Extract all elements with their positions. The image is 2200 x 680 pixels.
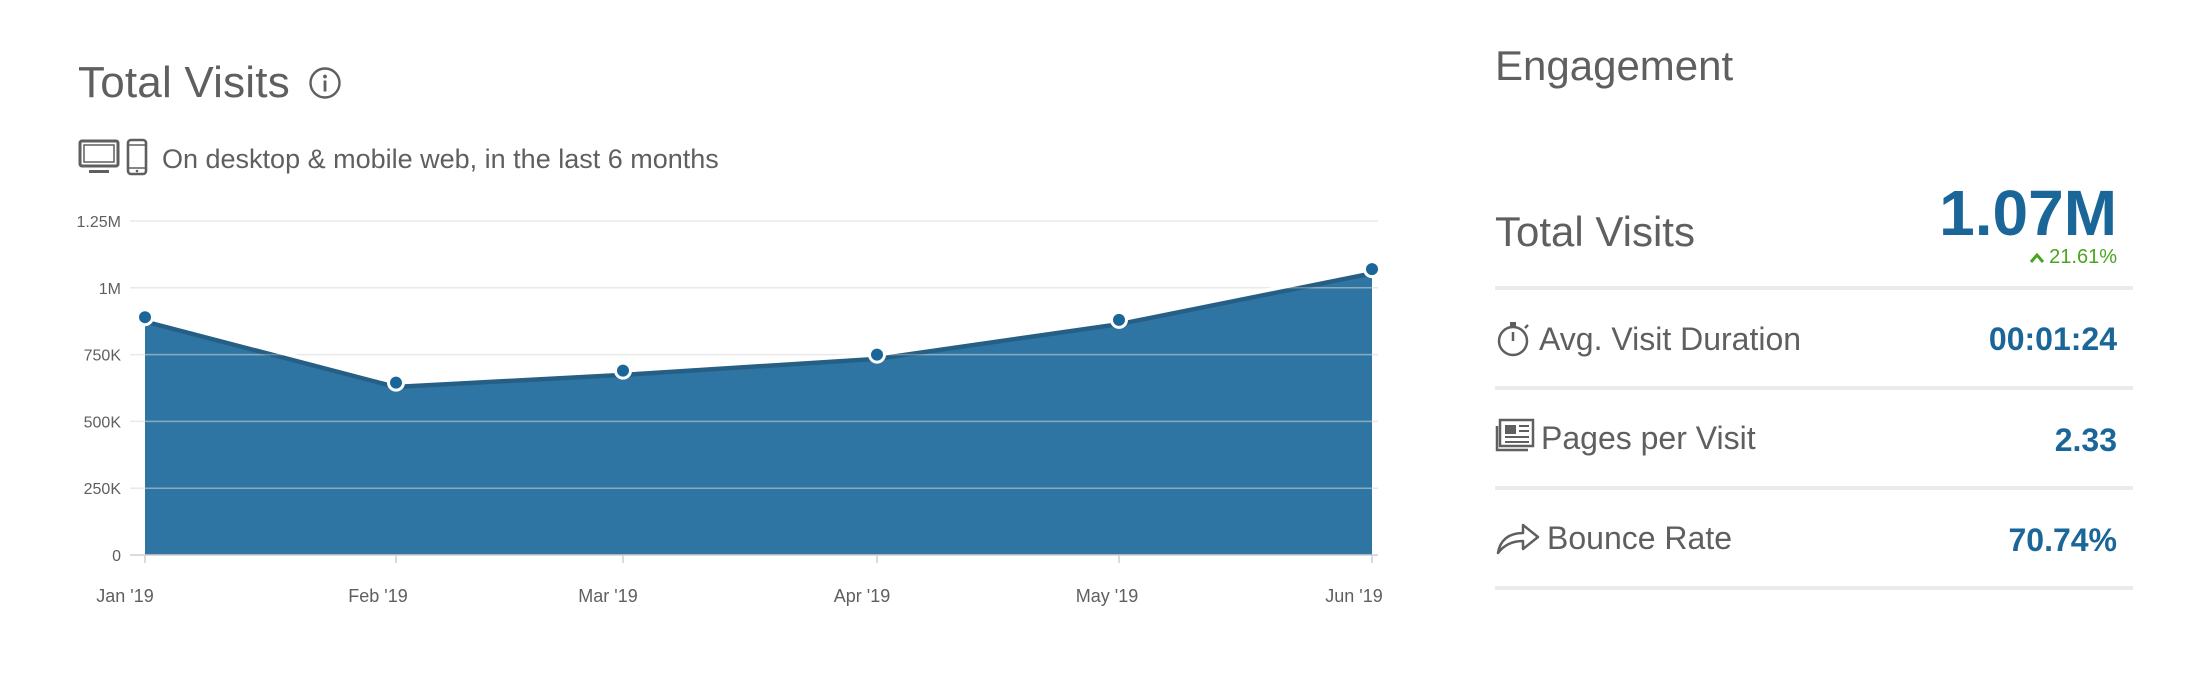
area-series [145, 269, 1372, 555]
metric-pages-per-visit: Pages per Visit 2.33 [1495, 390, 2133, 490]
engagement-panel: Engagement Total Visits 1.07M 21.61% Avg… [1495, 0, 2145, 680]
total-visits-header: Total Visits [78, 58, 342, 108]
y-tick-label: 1M [99, 281, 121, 298]
total-visits-chart: 0 250K 500K 750K 1M 1.25M Jan '19 Feb '19 Mar '1… [77, 214, 1383, 606]
desktop-icon [78, 139, 120, 180]
chevron-up-icon [2030, 252, 2045, 263]
pages-icon [1495, 418, 1535, 459]
x-tick-label: Feb '19 [348, 586, 407, 606]
engagement-title: Engagement [1495, 42, 1734, 89]
subtitle-row: On desktop & mobile web, in the last 6 m… [78, 138, 719, 181]
data-point [1363, 260, 1381, 279]
y-tick-label: 250K [84, 481, 122, 498]
page-title: Total Visits [78, 58, 290, 107]
y-tick-label: 1.25M [77, 214, 121, 231]
y-tick-label: 500K [84, 414, 122, 431]
x-tick-label: Jun '19 [1325, 586, 1382, 606]
bounce-rate-value: 70.74% [2008, 522, 2117, 558]
data-point [1110, 310, 1128, 329]
total-visits-change-value: 21.61% [2049, 246, 2117, 268]
data-point [136, 308, 154, 327]
x-tick-label: Mar '19 [578, 586, 637, 606]
metric-bounce-rate: Bounce Rate 70.74% [1495, 490, 2133, 590]
series-line-shadow [144, 268, 1373, 390]
chart-subtitle: On desktop & mobile web, in the last 6 m… [162, 144, 719, 174]
total-visits-change: 21.61% [2029, 246, 2117, 269]
x-tick-label: Apr '19 [834, 586, 890, 606]
bounce-rate-label: Bounce Rate [1547, 520, 1733, 556]
avg-visit-duration-label: Avg. Visit Duration [1539, 321, 1802, 357]
data-point [868, 345, 886, 364]
total-visits-metric: Total Visits 1.07M 21.61% [1495, 170, 2133, 290]
total-visits-value: 1.07M [1939, 177, 2117, 249]
y-tick-label: 0 [112, 548, 121, 565]
x-tick-label: Jan '19 [96, 586, 153, 606]
metric-avg-visit-duration: Avg. Visit Duration 00:01:24 [1495, 290, 2133, 390]
series-line [144, 267, 1373, 385]
data-point [614, 361, 632, 380]
info-icon[interactable] [308, 66, 342, 100]
stopwatch-icon [1495, 320, 1533, 363]
mobile-icon [126, 138, 148, 181]
y-tick-label: 750K [84, 348, 122, 365]
total-visits-label: Total Visits [1495, 208, 1695, 255]
share-arrow-icon [1495, 520, 1541, 561]
total-visits-panel: Total Visits On desktop & m [77, 58, 1383, 606]
x-tick-label: May '19 [1076, 586, 1138, 606]
pages-per-visit-label: Pages per Visit [1541, 420, 1756, 456]
avg-visit-duration-value: 00:01:24 [1988, 321, 2117, 357]
data-point [387, 373, 405, 392]
pages-per-visit-value: 2.33 [2054, 422, 2117, 458]
